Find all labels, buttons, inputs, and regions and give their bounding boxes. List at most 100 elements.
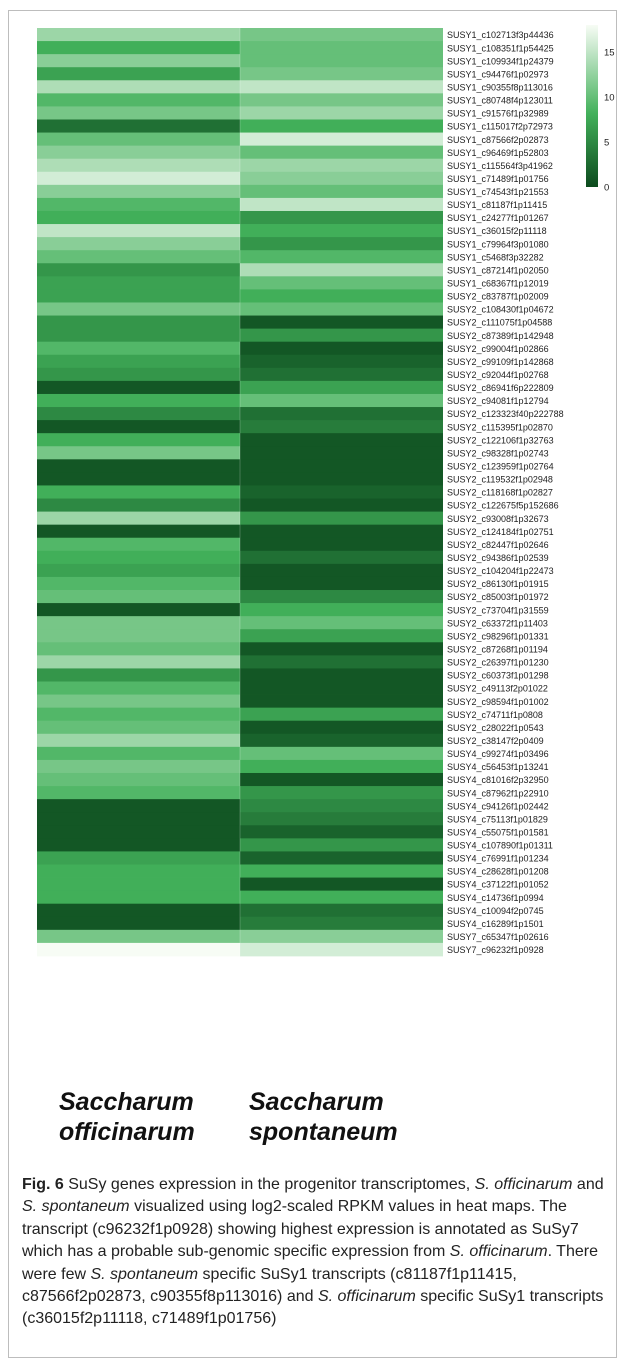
row-label: SUSY2_c111075f1p04588 — [447, 318, 552, 328]
row-label: SUSY4_c56453f1p13241 — [447, 762, 549, 772]
heatmap-cell — [37, 224, 240, 238]
caption-species: S. officinarum — [449, 1243, 548, 1261]
heatmap-cell — [240, 446, 443, 460]
row-label: SUSY1_c102713f3p44436 — [447, 30, 554, 40]
figure-caption: Fig. 6 SuSy genes expression in the prog… — [22, 1174, 607, 1331]
heatmap-cell — [240, 537, 443, 552]
column-label-spontaneum: Saccharum spontaneum — [249, 1087, 398, 1147]
heatmap-cell — [37, 772, 240, 787]
heatmap-cell — [37, 877, 240, 892]
heatmap-cell — [240, 93, 443, 107]
row-label: SUSY1_c24277f1p01267 — [447, 213, 549, 223]
heatmap-cell — [240, 158, 443, 173]
row-label: SUSY4_c99274f1p03496 — [447, 749, 549, 759]
heatmap-cell — [240, 145, 443, 160]
heatmap-cell — [240, 328, 443, 343]
heatmap-cell — [37, 472, 240, 486]
row-label: SUSY4_c76991f1p01234 — [447, 854, 549, 864]
row-label: SUSY1_c5468f3p32282 — [447, 252, 544, 262]
heatmap-cell — [240, 746, 443, 761]
heatmap-cell — [240, 263, 443, 277]
row-label: SUSY2_c85003f1p01972 — [447, 592, 549, 602]
heatmap-cell — [37, 263, 240, 277]
row-label: SUSY2_c82447f1p02646 — [447, 540, 549, 550]
heatmap-cell — [37, 694, 240, 709]
heatmap-cell — [37, 184, 240, 199]
row-label: SUSY2_c99109f1p142868 — [447, 357, 554, 367]
heatmap-cell — [37, 576, 240, 591]
row-label: SUSY2_c74711f1p0808 — [447, 710, 543, 720]
heatmap-cell — [240, 655, 443, 669]
row-label: SUSY1_c109934f1p24379 — [447, 56, 554, 66]
row-label: SUSY1_c79964f3p01080 — [447, 239, 549, 249]
row-label: SUSY2_c98594f1p01002 — [447, 697, 549, 707]
heatmap-cell — [240, 942, 443, 957]
heatmap-cell — [240, 341, 443, 356]
heatmap-cell — [240, 772, 443, 787]
row-label: SUSY1_c81187f1p11415 — [447, 200, 547, 210]
heatmap-cell — [37, 145, 240, 160]
heatmap-cell — [240, 877, 443, 892]
column-label-spontaneum-line1: Saccharum — [249, 1088, 384, 1116]
heatmap-cell — [37, 93, 240, 107]
row-label: SUSY2_c38147f2p0409 — [447, 736, 544, 746]
heatmap-cell — [37, 655, 240, 669]
heatmap-cell — [240, 825, 443, 839]
row-label: SUSY2_c118168f1p02827 — [447, 488, 553, 498]
heatmap-cell — [37, 668, 240, 682]
heatmap-cell — [240, 707, 443, 722]
row-label: SUSY2_c108430f1p04672 — [447, 305, 554, 315]
row-label: SUSY1_c74543f1p21553 — [447, 187, 549, 197]
heatmap-cell — [240, 224, 443, 238]
heatmap-cell — [240, 759, 443, 774]
heatmap-cell — [240, 550, 443, 565]
heatmap-cell — [37, 158, 240, 173]
heatmap-cell — [240, 354, 443, 369]
heatmap-cell — [240, 733, 443, 748]
heatmap-cell — [240, 28, 443, 42]
row-label: SUSY1_c115017f2p72973 — [447, 122, 553, 132]
heatmap-cell — [240, 407, 443, 421]
row-label: SUSY1_c115564f3p41962 — [447, 161, 553, 171]
heatmap-cell — [37, 80, 240, 94]
colorbar — [586, 25, 598, 187]
row-label: SUSY4_c107890f1p01311 — [447, 841, 553, 851]
heatmap-cell — [37, 106, 240, 120]
colorbar-tick-label: 15 — [604, 48, 615, 59]
heatmap-cell — [37, 511, 240, 526]
row-label: SUSY1_c68367f1p12019 — [447, 279, 549, 289]
heatmap-cell — [37, 942, 240, 957]
row-label: SUSY4_c55075f1p01581 — [447, 827, 549, 837]
row-label: SUSY7_c96232f1p0928 — [447, 945, 544, 955]
row-label: SUSY4_c94126f1p02442 — [447, 801, 549, 811]
heatmap-cell — [37, 563, 240, 578]
row-label: SUSY2_c94081f1p12794 — [447, 396, 549, 406]
heatmap-cell — [240, 41, 443, 55]
heatmap-cell — [240, 838, 443, 852]
heatmap-cell — [240, 54, 443, 68]
heatmap-cell — [240, 393, 443, 408]
row-label: SUSY7_c65347f1p02616 — [447, 932, 549, 942]
heatmap-cell — [240, 720, 443, 735]
caption-species: S. spontaneum — [22, 1198, 130, 1216]
heatmap-cell — [240, 681, 443, 695]
row-label: SUSY2_c93008f1p32673 — [447, 514, 549, 524]
heatmap-cell — [240, 197, 443, 212]
colorbar-tick-label: 10 — [604, 93, 615, 104]
heatmap-cell — [37, 746, 240, 761]
column-label-officinarum-line2: officinarum — [59, 1118, 195, 1146]
heatmap-cell — [37, 524, 240, 539]
caption-segment: visualized using log2-scaled RPKM values… — [22, 1198, 579, 1261]
row-label: SUSY2_c124184f1p02751 — [447, 527, 554, 537]
heatmap-cell — [37, 590, 240, 604]
heatmap-cell — [37, 616, 240, 630]
heatmap-cell — [37, 289, 240, 303]
row-label: SUSY4_c75113f1p01829 — [447, 814, 548, 824]
heatmap-cell — [37, 171, 240, 186]
heatmap-cell — [37, 67, 240, 81]
heatmap-cell — [37, 420, 240, 434]
heatmap-cell — [240, 524, 443, 539]
heatmap-cell — [37, 838, 240, 852]
heatmap-cell — [37, 629, 240, 643]
row-label: SUSY2_c92044f1p02768 — [447, 370, 549, 380]
